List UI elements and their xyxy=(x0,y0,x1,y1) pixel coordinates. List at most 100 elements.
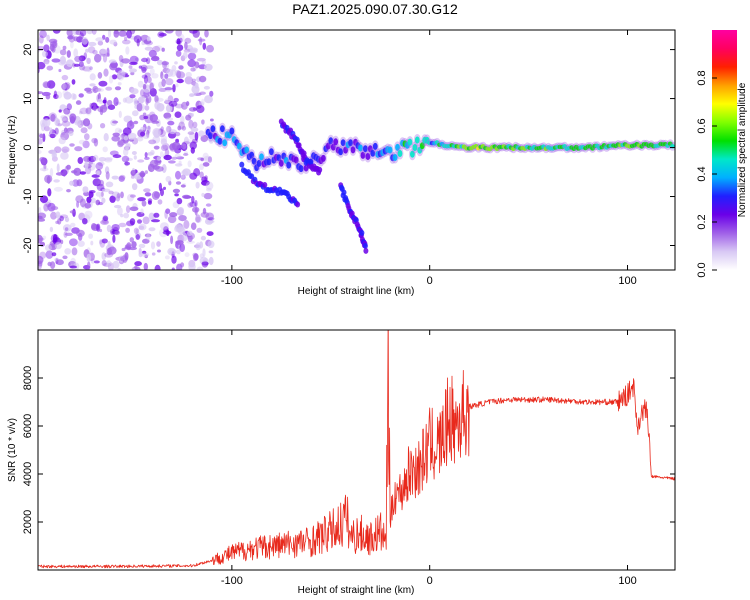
spectrogram-ridge-cell xyxy=(414,136,420,144)
spectrogram-noise-blob xyxy=(196,266,204,270)
spectrogram-noise-blob xyxy=(137,219,142,224)
spectrogram-branch-cell xyxy=(317,166,323,173)
spectrogram-noise-blob xyxy=(189,30,198,34)
spectrogram-noise-blob xyxy=(201,60,207,65)
spectrogram-noise-blob xyxy=(53,179,60,183)
spectrogram-noise-blob xyxy=(193,168,201,177)
spectrogram-noise-blob xyxy=(185,114,192,121)
spectrogram-noise-blob xyxy=(41,161,46,166)
spectrogram-noise-blob xyxy=(42,118,51,128)
spectrogram-noise-blob xyxy=(146,233,151,241)
spectrogram-noise-blob xyxy=(130,175,135,179)
spectrogram-noise-blob xyxy=(189,141,197,150)
x-tick-label: 0 xyxy=(427,575,433,587)
spectrogram-noise-blob xyxy=(144,40,153,46)
spectrogram-noise-blob xyxy=(171,255,177,264)
spectrogram-noise-blob xyxy=(133,120,139,125)
snr-frame xyxy=(37,329,676,571)
spectrogram-noise-blob xyxy=(44,244,52,252)
spectrogram-noise-blob xyxy=(91,137,98,144)
spectrogram-noise-blob xyxy=(163,186,166,190)
spectrogram-noise-blob xyxy=(116,192,121,199)
spectrogram-noise-blob xyxy=(100,219,109,225)
spectrogram-noise-blob xyxy=(182,141,191,145)
spectrogram-noise-blob xyxy=(138,223,147,231)
spectrogram-noise-blob xyxy=(77,240,85,247)
spectrogram-noise-blob xyxy=(124,252,129,261)
spectrogram-ridge-cell xyxy=(340,139,346,147)
spectrogram-frame xyxy=(37,29,676,271)
colorbar-scale xyxy=(712,30,737,270)
spectrogram-noise-blob xyxy=(105,171,110,180)
spectrogram-ridge-cell xyxy=(321,154,326,162)
spectrogram-noise-blob xyxy=(176,70,182,79)
spectrogram-noise-blob xyxy=(171,267,175,270)
spectrogram-noise-blob xyxy=(184,76,193,85)
spectrogram-branch-cell xyxy=(359,229,365,236)
spectrogram-noise-blob xyxy=(51,58,61,63)
spectrogram-noise-blob xyxy=(139,114,146,121)
spectrogram-noise-blob xyxy=(61,148,69,153)
spectrogram-noise-blob xyxy=(180,262,185,268)
y-tick-label: 20 xyxy=(22,43,34,55)
figure-title: PAZ1.2025.090.07.30.G12 xyxy=(292,1,458,17)
spectrogram-noise-blob xyxy=(76,179,83,187)
spectrogram-noise-blob xyxy=(144,152,148,158)
spectrogram-noise-blob xyxy=(102,99,107,104)
spectrogram-noise-blob xyxy=(113,30,120,38)
spectrogram-noise-blob xyxy=(79,171,86,175)
spectrogram-noise-blob xyxy=(43,203,49,212)
spectrogram-noise-blob xyxy=(91,223,97,230)
spectrogram-noise-blob xyxy=(206,187,212,192)
spectrogram-ridge-cell xyxy=(210,125,216,133)
spectrogram-noise-blob xyxy=(192,107,197,111)
spectrogram-ridge-cell xyxy=(387,146,393,154)
spectrogram-noise-blob xyxy=(138,243,146,249)
spectrogram-noise-blob xyxy=(98,98,102,103)
spectrogram-noise-blob xyxy=(64,218,69,222)
spectrogram-noise-blob xyxy=(188,262,196,270)
spectrogram-ridge-cell xyxy=(249,151,255,159)
spectrogram-ridge-cell xyxy=(407,138,413,146)
spectrogram-ridge-cell xyxy=(365,153,371,160)
spectrogram-noise-blob xyxy=(146,126,151,130)
x-tick-label: 0 xyxy=(427,275,433,287)
spectrogram-noise-blob xyxy=(176,40,182,45)
spectrogram-noise-blob xyxy=(185,71,192,78)
spectrogram-ridge-cell xyxy=(259,153,264,161)
spectrogram-noise-blob xyxy=(52,30,61,34)
spectrogram-noise-blob xyxy=(129,120,133,127)
spectrogram-noise-blob xyxy=(174,193,179,197)
spectrogram-noise-blob xyxy=(62,224,72,232)
spectrogram-noise-blob xyxy=(106,99,113,106)
spectrogram-noise-blob xyxy=(196,105,205,114)
spectrogram-noise-blob xyxy=(129,61,138,66)
spectrogram-noise-blob xyxy=(50,233,59,243)
spectrogram-noise-blob xyxy=(171,65,177,72)
spectrogram-noise-blob xyxy=(42,235,47,240)
spectrogram-noise-blob xyxy=(82,66,91,72)
spectrogram-noise-blob xyxy=(39,195,49,203)
spectrogram-noise-blob xyxy=(118,255,124,263)
spectrogram-branch-cell xyxy=(341,189,347,196)
spectrogram-noise-blob xyxy=(75,100,82,105)
spectrogram-noise-blob xyxy=(183,220,190,229)
spectrogram-noise-blob xyxy=(207,156,213,163)
spectrogram-noise-blob xyxy=(151,73,159,79)
spectrogram-noise-blob xyxy=(183,153,189,156)
spectrogram-branch-cell xyxy=(262,182,268,188)
spectrogram-noise-blob xyxy=(177,125,182,131)
spectrogram-noise-blob xyxy=(154,264,161,270)
spectrogram-noise-blob xyxy=(63,91,72,100)
spectrogram-noise-blob xyxy=(140,126,146,131)
spectrogram-noise-blob xyxy=(131,267,136,270)
spectrogram-noise-blob xyxy=(179,243,185,252)
y-tick-label: -20 xyxy=(22,238,34,254)
spectrogram-noise-blob xyxy=(169,69,177,77)
spectrogram-noise-blob xyxy=(108,190,114,195)
spectrogram-noise-blob xyxy=(131,151,137,155)
spectrogram-noise-blob xyxy=(88,190,96,194)
spectrogram-noise-blob xyxy=(78,93,84,98)
spectrogram-noise-blob xyxy=(199,171,204,179)
spectrogram-noise-blob xyxy=(117,70,126,79)
